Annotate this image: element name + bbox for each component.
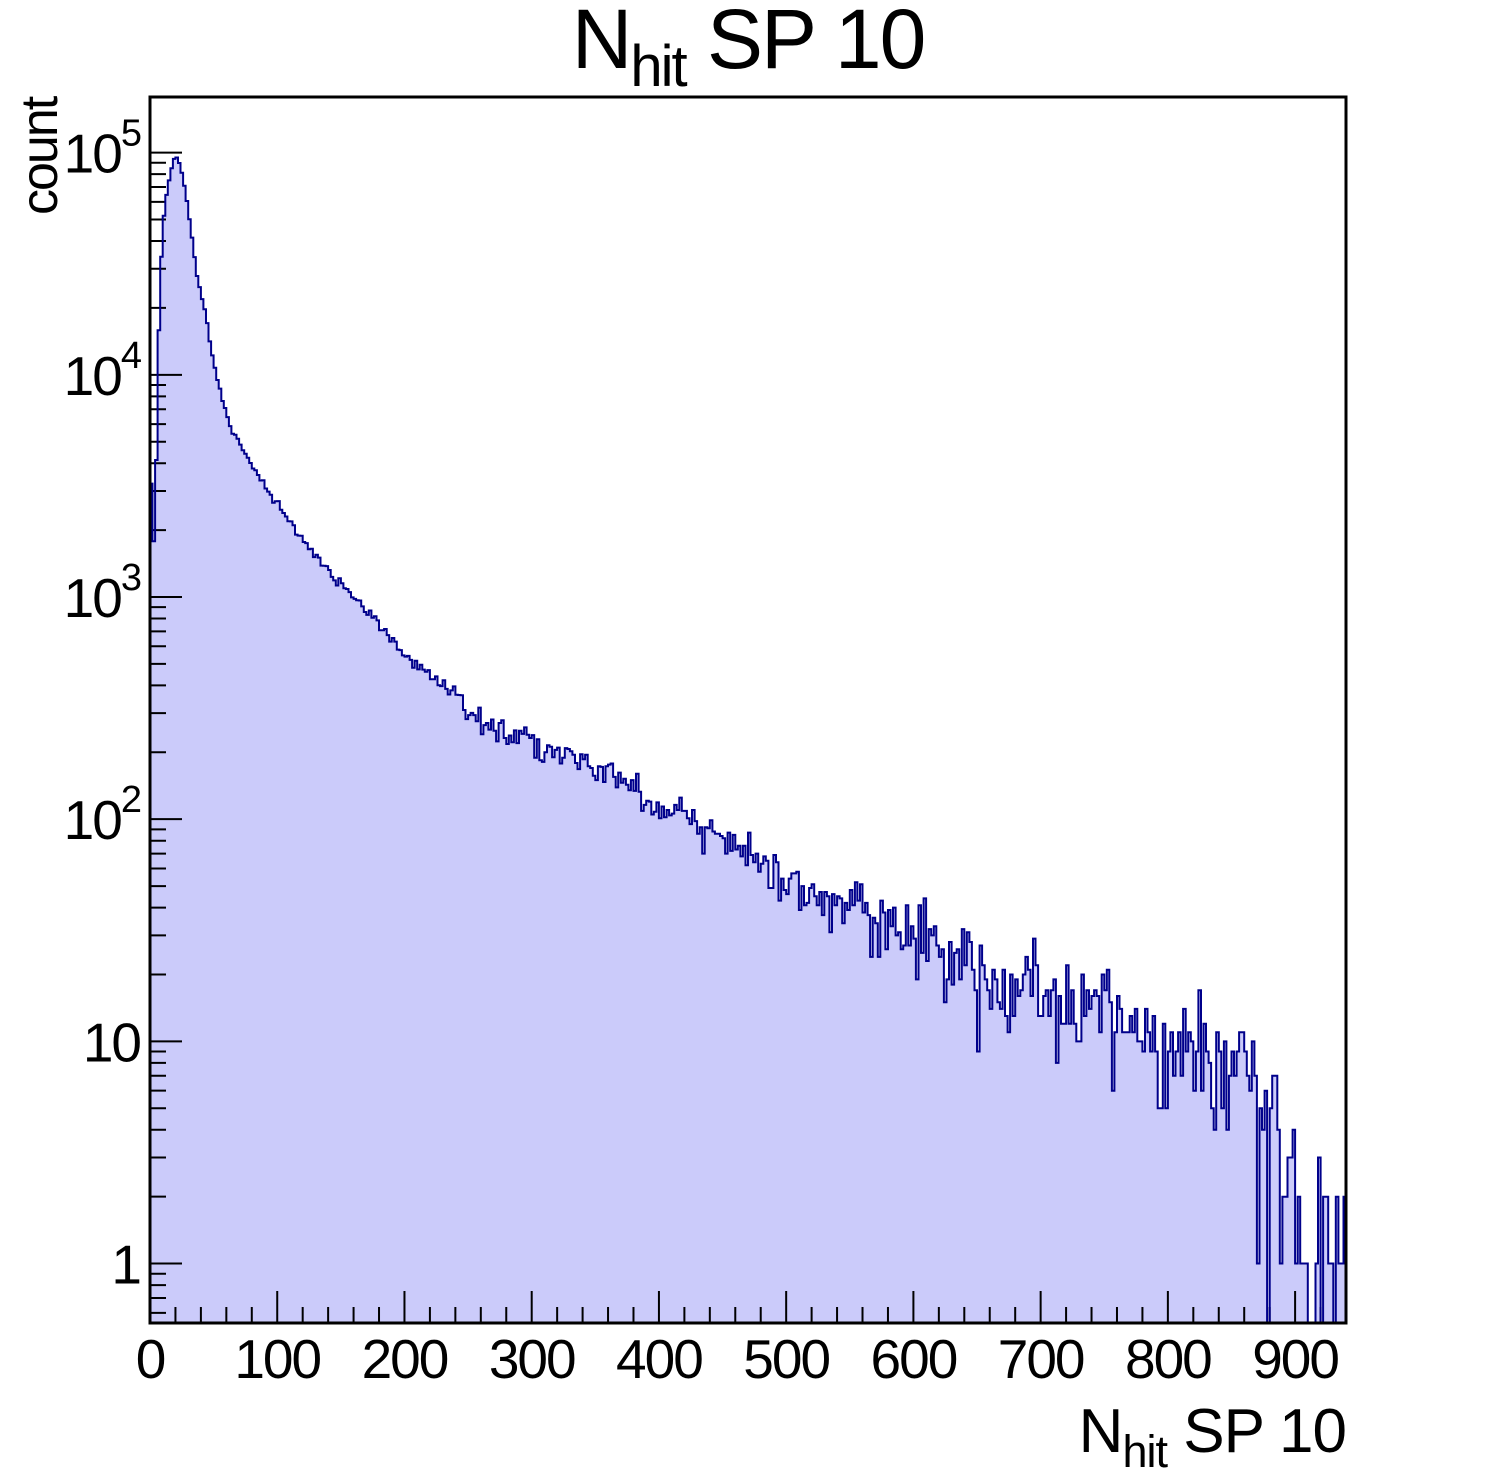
chart-title-suffix: SP 10: [686, 0, 925, 86]
y-axis-title: count: [11, 95, 69, 215]
plot-frame: [148, 95, 1348, 1325]
x-tick-label: 0: [136, 1328, 165, 1390]
x-axis-title: Nhit SP 10: [1079, 1397, 1346, 1472]
x-tick-label: 800: [1125, 1328, 1211, 1390]
x-tick-label: 400: [616, 1328, 702, 1390]
x-tick-label: 200: [362, 1328, 448, 1390]
y-tick-label: 103: [64, 557, 141, 629]
y-tick-label: 10: [83, 1011, 141, 1073]
x-tick-label: 100: [234, 1328, 320, 1390]
x-tick-label: 300: [489, 1328, 575, 1390]
histogram-fill: [150, 157, 1346, 1323]
histogram-outline: [149, 156, 1347, 1324]
chart-title: Nhit SP 10: [572, 0, 925, 99]
x-axis-tick-labels: 0 100 200 300 400 500 600 700 800 900: [136, 1328, 1341, 1390]
x-tick-label: 600: [871, 1328, 957, 1390]
x-tick-label: 900: [1252, 1328, 1338, 1390]
x-axis-title-prefix: N: [1079, 1397, 1123, 1466]
x-axis-title-suffix: SP 10: [1167, 1397, 1346, 1466]
y-axis-tick-labels: 1 10 102 103 104 105: [64, 113, 144, 1296]
chart-title-subscript: hit: [630, 34, 687, 99]
y-tick-label: 102: [64, 779, 141, 851]
y-tick-label: 1: [111, 1234, 140, 1296]
y-tick-label: 104: [64, 335, 142, 407]
x-tick-label: 500: [743, 1328, 829, 1390]
chart-title-prefix: N: [572, 0, 631, 86]
y-tick-label: 105: [64, 113, 141, 185]
x-axis-title-subscript: hit: [1122, 1426, 1168, 1472]
x-tick-label: 700: [998, 1328, 1084, 1390]
